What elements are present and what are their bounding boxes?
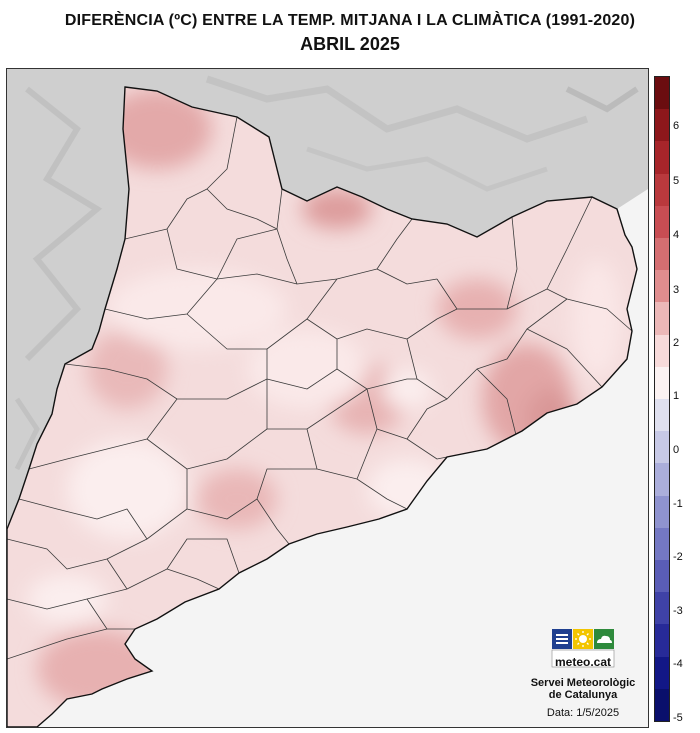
logo-wordmark: meteo.cat: [554, 655, 612, 669]
terrain-shading: [14, 75, 639, 471]
legend-label: -5: [673, 712, 683, 724]
legend-color-cell: [655, 592, 669, 625]
color-scale-legend: [654, 76, 670, 722]
legend-label: 2: [673, 337, 680, 349]
legend-label: -1: [673, 498, 683, 510]
meteocat-logo: [551, 628, 615, 668]
legend-color-cell: [655, 77, 669, 110]
legend-color-cell: [655, 560, 669, 593]
legend-color-cell: [655, 109, 669, 142]
legend-color-cell: [655, 431, 669, 464]
legend-color-cell: [655, 334, 669, 368]
legend-label: 6: [673, 120, 680, 132]
legend-color-cell: [655, 205, 669, 239]
legend-color-cell: [655, 302, 669, 336]
legend-color-cell: [655, 238, 669, 271]
organization-name-line2: de Catalunya: [548, 689, 618, 701]
legend-color-cell: [655, 495, 669, 529]
legend-color-cell: [655, 366, 669, 400]
organization-name-line1: Servei Meteorològic: [530, 677, 636, 689]
legend-label: 5: [673, 175, 680, 187]
comarca-boundaries: [7, 116, 633, 660]
legend-label: 3: [673, 284, 680, 296]
legend-color-cell: [655, 173, 669, 207]
map-date: Data: 1/5/2025: [546, 707, 620, 719]
legend-color-cell: [655, 624, 669, 658]
legend-color-cell: [655, 270, 669, 303]
legend-label: -4: [673, 658, 683, 670]
temperature-anomaly-map: [6, 68, 649, 728]
legend-color-cell: [655, 141, 669, 175]
legend-label: 0: [673, 444, 680, 456]
legend-color-cell: [655, 527, 669, 561]
legend-label: -3: [673, 605, 683, 617]
legend-color-cell: [655, 688, 669, 722]
terrain-relief: [7, 69, 648, 529]
legend-label: 1: [673, 390, 680, 402]
catalonia-outline: [7, 86, 638, 727]
legend-label: -2: [673, 551, 683, 563]
legend-color-cell: [655, 656, 669, 690]
map-subtitle: ABRIL 2025: [300, 34, 400, 54]
legend-label: 4: [673, 229, 680, 241]
map-title: DIFERÈNCIA (ºC) ENTRE LA TEMP. MITJANA I…: [64, 12, 636, 29]
legend-color-cell: [655, 463, 669, 497]
legend-color-cell: [655, 399, 669, 432]
